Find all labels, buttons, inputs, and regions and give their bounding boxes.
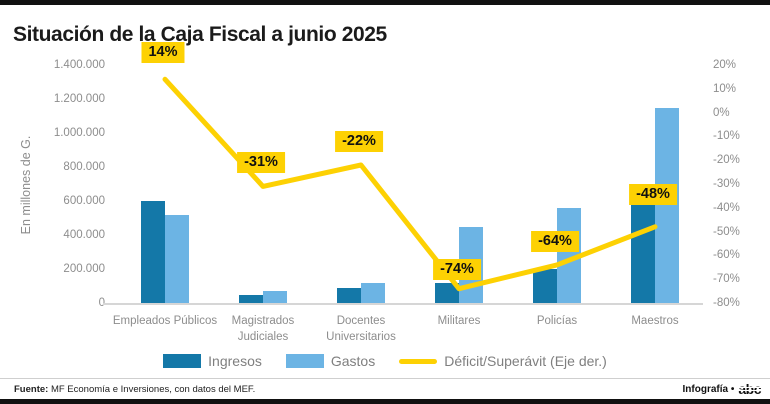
bar-ingresos (141, 201, 165, 303)
line-point-label: -74% (433, 258, 481, 280)
bar-gastos (361, 283, 385, 303)
right-axis-tick-label: -30% (713, 178, 740, 190)
deficit-line-swatch (399, 358, 438, 364)
bar-ingresos (533, 269, 557, 303)
left-axis-tick-label: 1.000.000 (53, 127, 105, 139)
legend-item-ingresos: Ingresos (163, 353, 262, 369)
right-axis-tick-label: -40% (713, 201, 740, 214)
bar-ingresos (435, 283, 459, 303)
source-text: MF Economía e Inversiones, con datos del… (50, 383, 256, 395)
legend-item-deficit: Déficit/Superávit (Eje der.) (399, 353, 607, 369)
left-axis-tick-label: 0 (98, 297, 105, 309)
category-label: Magistrados Judiciales (231, 315, 295, 344)
credit: Infografía • abc (682, 381, 762, 397)
category-label: Maestros (631, 315, 679, 327)
legend-label: Gastos (330, 353, 376, 369)
line-point-label: -48% (629, 183, 677, 205)
left-axis-tick-label: 1.400.000 (53, 59, 105, 71)
category-label: Policías (536, 315, 578, 327)
category-label: Docentes Universitarios (326, 315, 396, 344)
right-axis-tick-label: -10% (713, 130, 740, 143)
credit-text: Infografía • (682, 383, 735, 395)
source-note: Fuente: MF Economía e Inversiones, con d… (14, 384, 255, 395)
footer: Fuente: MF Economía e Inversiones, con d… (0, 378, 770, 399)
line-point-label: -31% (237, 152, 285, 174)
gastos-swatch (285, 354, 324, 368)
line-point-label: -64% (531, 230, 579, 252)
left-axis-tick-label: 1.200.000 (53, 93, 105, 105)
left-axis-tick-label: 400.000 (63, 229, 105, 241)
bar-ingresos (239, 294, 263, 303)
right-axis-tick-label: 10% (713, 82, 737, 95)
deficit-line (162, 76, 658, 292)
bar-ingresos (631, 201, 655, 303)
line-point-label: 14% (141, 42, 185, 64)
top-rule (0, 0, 770, 5)
bar-gastos (165, 214, 189, 303)
chart-title: Situación de la Caja Fiscal a junio 2025 (13, 23, 387, 47)
source-label: Fuente: (14, 383, 49, 395)
left-axis-tick-label: 600.000 (63, 195, 105, 207)
bar-gastos (557, 207, 581, 303)
legend-label: Ingresos (208, 353, 262, 369)
right-axis-tick-label: -70% (713, 273, 740, 286)
legend: Ingresos Gastos Déficit/Superávit (Eje d… (0, 353, 770, 369)
x-axis-line (103, 303, 703, 305)
left-axis-tick-label: 200.000 (63, 263, 105, 275)
right-axis-tick-label: -80% (713, 297, 740, 309)
bottom-rule (0, 399, 770, 404)
legend-label: Déficit/Superávit (Eje der.) (444, 353, 607, 369)
right-axis-tick-label: 0% (713, 106, 730, 119)
y-axis-title: En millones de G. (19, 135, 33, 235)
right-axis-tick-label: -50% (713, 225, 740, 238)
left-axis-tick-label: 800.000 (63, 161, 105, 173)
abc-logo: abc (738, 381, 761, 397)
bar-ingresos (337, 287, 361, 303)
ingresos-swatch (163, 354, 202, 368)
legend-item-gastos: Gastos (285, 353, 376, 369)
right-axis-tick-label: -20% (713, 154, 740, 167)
category-label: Militares (437, 315, 481, 327)
bar-gastos (263, 291, 287, 303)
category-label: Empleados Públicos (112, 315, 218, 327)
bar-gastos (655, 107, 679, 303)
right-axis-tick-label: -60% (713, 249, 740, 262)
line-point-label: -22% (335, 130, 383, 152)
right-axis-tick-label: 20% (713, 59, 737, 71)
